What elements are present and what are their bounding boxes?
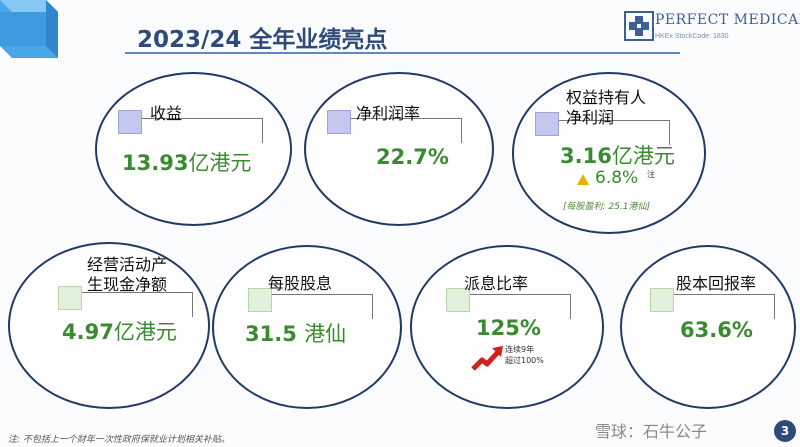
card-dps-unit: 港仙 [304,322,347,346]
card-shareholder-return-bracket [674,294,775,319]
card-operating-cash-label-1: 经营活动产 [87,255,168,274]
card-dps-bracket [272,294,373,319]
card-revenue-label: 收益 [150,104,183,123]
card-dps-value: 31.5 港仙 [245,318,346,348]
logo-stockcode: HKEx StockCode: 1830 [655,33,729,40]
card-dps-label: 每股股息 [268,274,333,293]
card-payout-note-1: 连续9年 [505,345,535,354]
card-payout-note-2: 超过100% [505,356,544,365]
watermark: 雪球：石牛公子 [595,422,708,441]
card-shareholder-return-icon [650,288,674,312]
card-revenue-icon [118,110,142,134]
card-dps-icon [248,288,272,312]
card-operating-cash-label-2: 生现金净额 [87,275,168,294]
slide-title: 2023/24 全年业绩亮点 [137,27,388,53]
card-payout-icon [446,288,470,312]
card-revenue [95,72,292,226]
card-equity-profit-change: 6.8% [595,168,639,188]
card-equity-profit-change-note: 注 [647,170,655,179]
card-operating-cash [8,242,210,409]
card-shareholder-return-label: 股本回报率 [676,274,757,293]
card-equity-profit-bracket [559,120,670,145]
card-revenue-unit: 亿港元 [188,151,252,175]
card-payout-label: 派息比率 [464,274,529,293]
up-triangle-icon [577,174,589,185]
card-shareholder-return-value: 63.6% [680,318,753,342]
card-operating-cash-number: 4.97 [62,320,114,344]
card-equity-profit-number: 3.16 [560,144,612,168]
card-equity-profit-label-1: 权益持有人 [566,88,647,107]
card-equity-profit-label-2: 净利润 [566,108,615,127]
card-operating-cash-icon [58,286,82,310]
card-shareholder-return [620,245,796,409]
card-equity-profit [512,72,706,234]
card-equity-profit-eps: [每股盈利: 25.1港仙] [563,202,650,212]
title-underline [125,52,680,54]
logo-name: PERFECT MEDICAL [655,12,800,28]
company-logo-icon [624,11,654,41]
card-payout-value: 125% [476,316,541,340]
card-payout [410,245,604,409]
card-dps-number: 31.5 [245,322,297,346]
card-equity-profit-unit: 亿港元 [611,144,675,168]
card-operating-cash-unit: 亿港元 [113,320,177,344]
card-dps [212,245,402,409]
card-net-margin-label: 净利润率 [356,104,421,123]
rising-arrow-icon [471,346,503,371]
card-net-margin-value: 22.7% [376,145,449,169]
card-net-margin-bracket [351,118,462,143]
card-payout-bracket [470,294,571,319]
cube-logo-icon [0,0,58,58]
card-equity-profit-value: 3.16亿港元 [560,140,675,170]
footnote: 注: 不包括上一个财年一次性政府保就业计划相关补贴。 [8,435,230,445]
card-net-margin-icon [327,110,351,134]
card-revenue-number: 13.93 [122,151,189,175]
card-revenue-bracket [142,118,263,143]
card-net-margin [304,72,494,226]
card-operating-cash-bracket [82,292,193,317]
card-operating-cash-value: 4.97亿港元 [62,316,177,346]
card-equity-profit-icon [535,112,559,136]
page-number: 3 [774,420,796,442]
card-revenue-value: 13.93亿港元 [122,147,251,177]
